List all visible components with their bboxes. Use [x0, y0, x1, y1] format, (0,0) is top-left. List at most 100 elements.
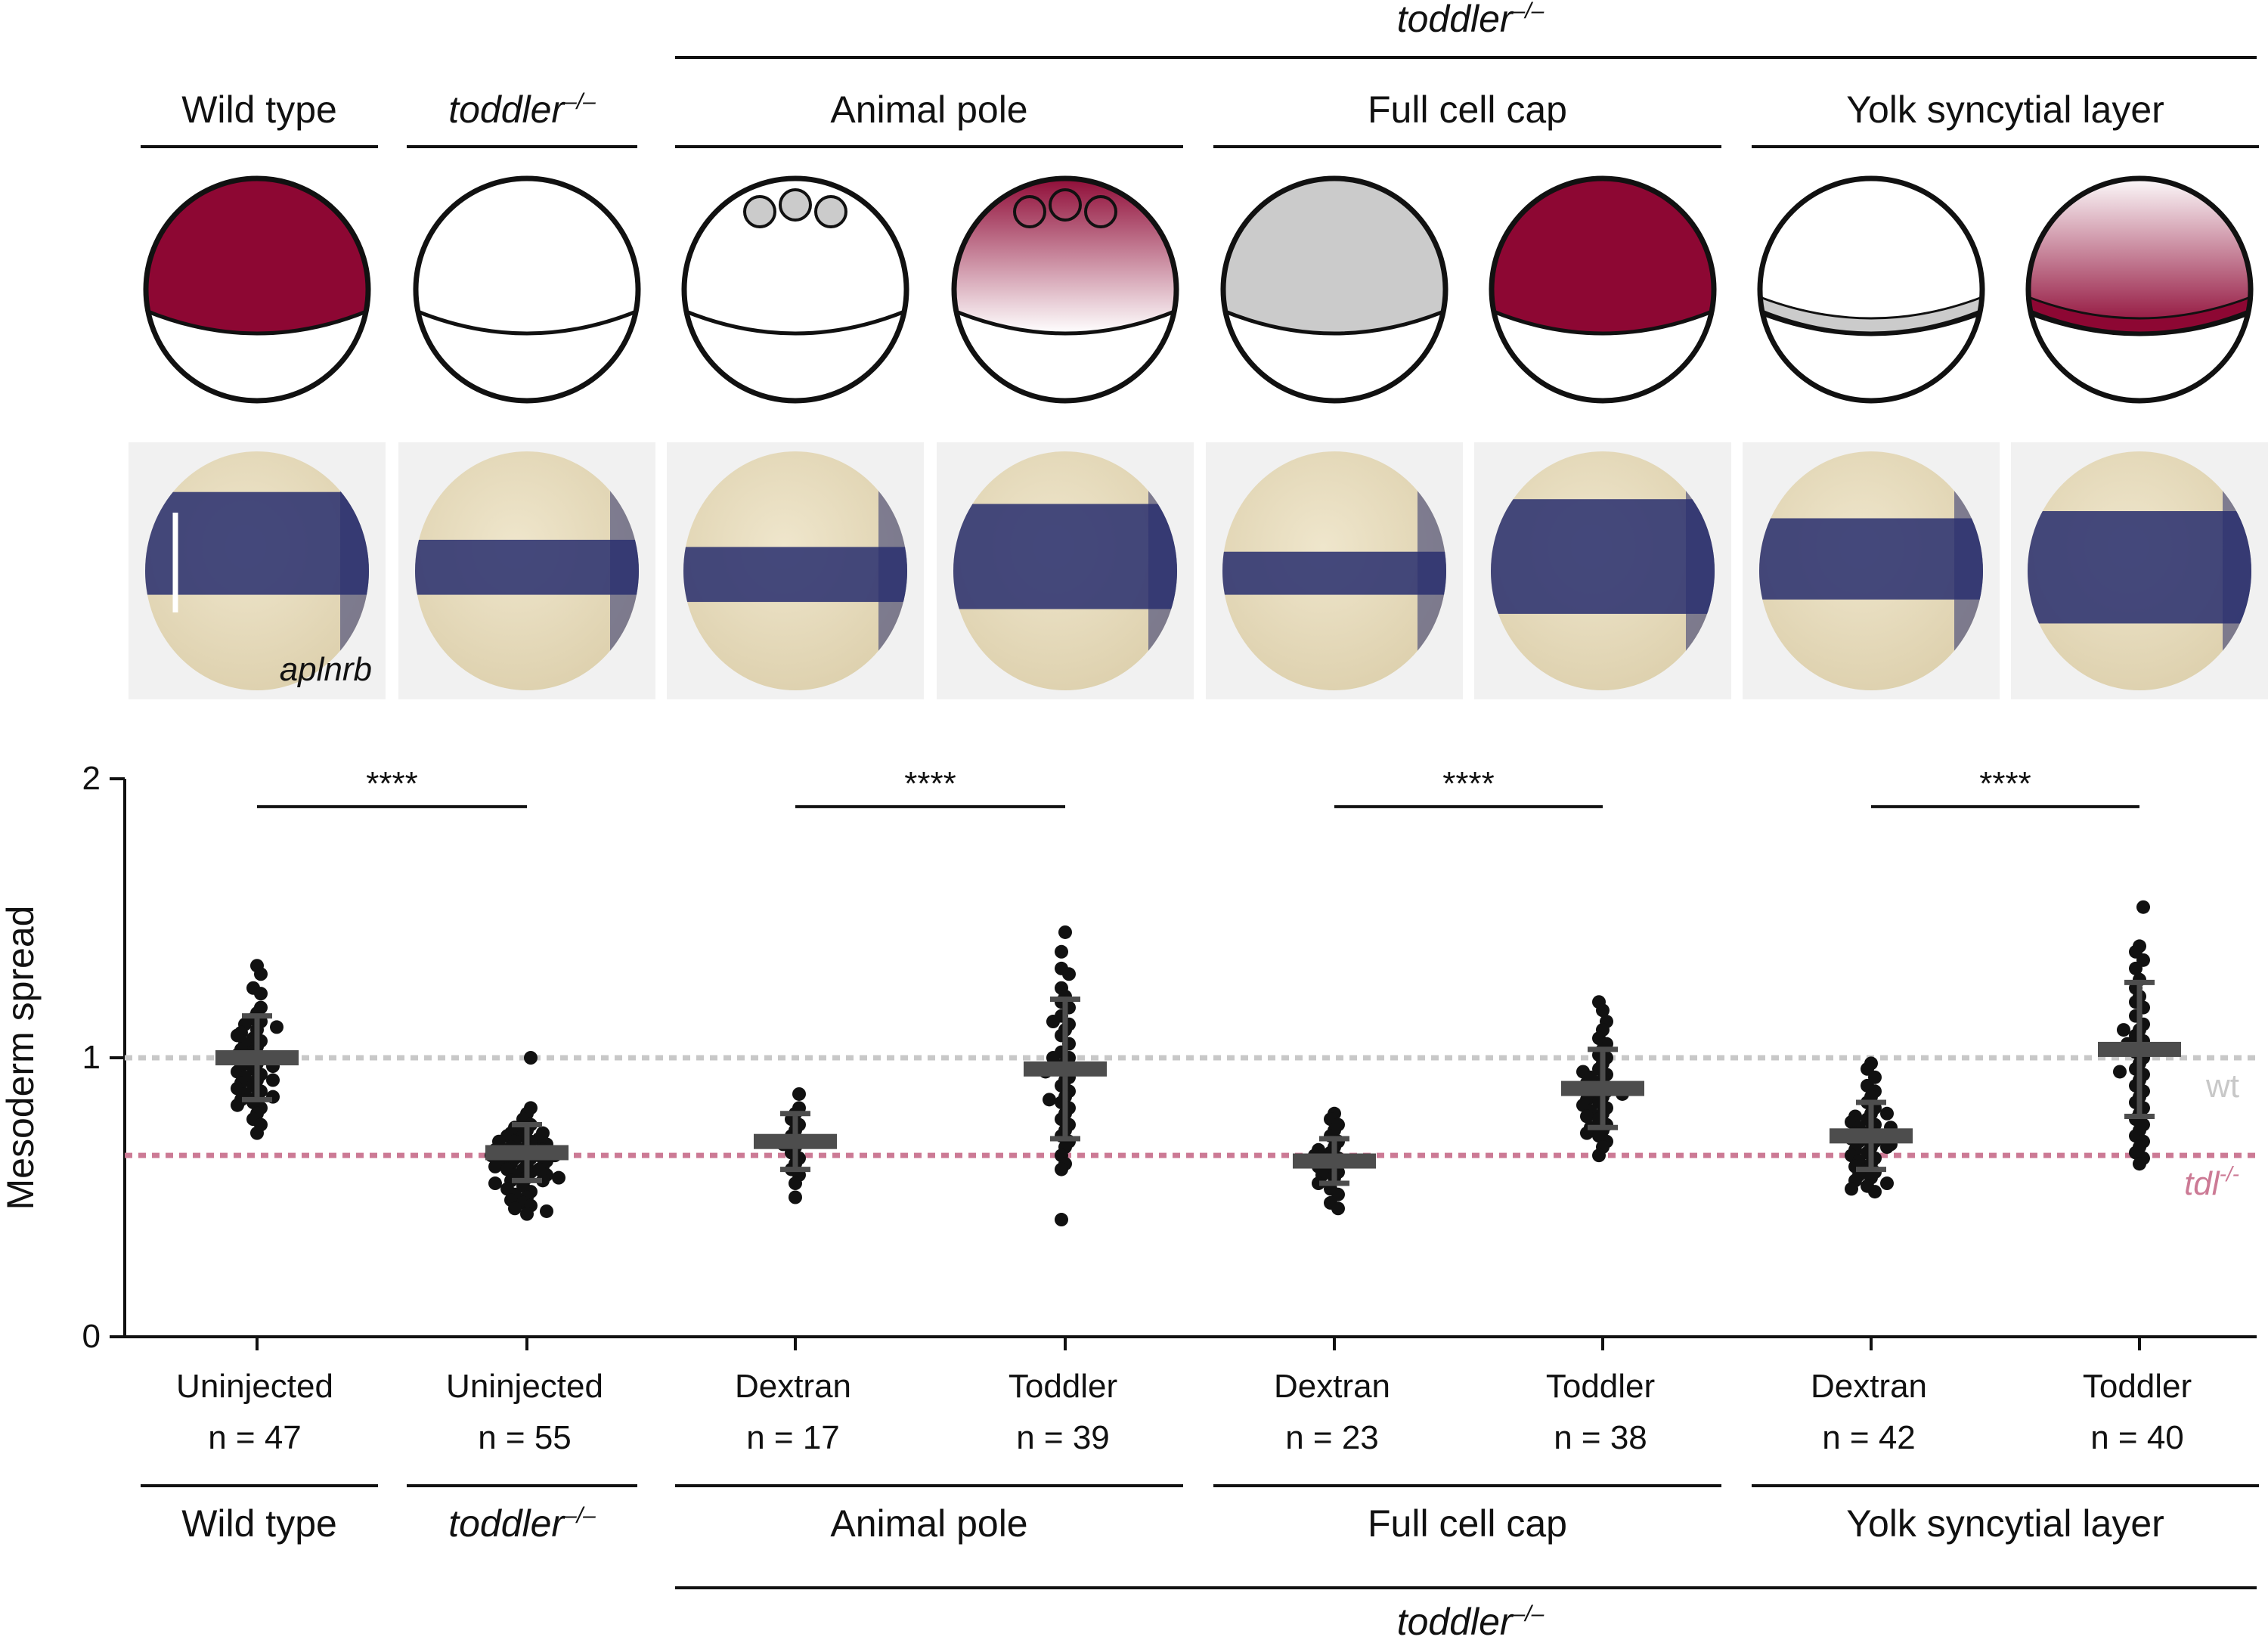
data-point: [254, 987, 268, 1001]
embryo-outline: [413, 175, 641, 404]
data-point: [536, 1173, 550, 1188]
data-point: [492, 1134, 506, 1149]
data-point: [1580, 1109, 1594, 1124]
category-label: Uninjected: [176, 1368, 333, 1405]
blastoderm-fill: [954, 178, 1176, 333]
category-label: Dextran: [1274, 1368, 1390, 1405]
data-point: [1880, 1106, 1894, 1121]
sample-size-label: n = 39: [1016, 1419, 1110, 1456]
stain-band: [1222, 551, 1446, 595]
reference-label-2: tdl-/-: [2184, 1162, 2239, 1202]
embryo-schematic-7: [1757, 175, 1985, 404]
in-situ-photo-2: [398, 442, 655, 699]
data-point: [488, 1159, 502, 1173]
data-point: [540, 1204, 553, 1218]
data-point: [1845, 1182, 1858, 1196]
data-point: [2117, 1023, 2130, 1037]
data-point: [266, 1073, 280, 1087]
mean-bar: [215, 1050, 299, 1065]
embryo-outline: [143, 175, 371, 404]
category-label: Dextran: [735, 1368, 851, 1405]
bottom-group-label-1: Wild type: [181, 1502, 337, 1545]
mean-bar: [1024, 1061, 1107, 1077]
group-8: Toddler n = 40: [2083, 900, 2192, 1456]
stain-band: [415, 539, 639, 595]
data-point: [1312, 1176, 1325, 1191]
data-point: [1055, 1162, 1068, 1176]
data-point: [1055, 1213, 1068, 1227]
blastoderm-fill: [1223, 178, 1445, 333]
data-point: [1055, 944, 1068, 959]
data-point: [1062, 967, 1076, 981]
y-tick-label-0: 0: [82, 1318, 101, 1355]
embryo-outline: [951, 175, 1179, 404]
header-top-label: toddler–/–: [1397, 0, 1545, 40]
stain-band: [953, 504, 1177, 609]
stain-band: [1491, 499, 1715, 614]
sample-size-label: n = 17: [746, 1419, 840, 1456]
embryo-outline: [1757, 175, 1985, 404]
group-label-2: toddler–/–: [448, 88, 596, 131]
in-situ-photo-1: aplnrb: [129, 442, 386, 699]
group-label-1: Wild type: [181, 88, 337, 131]
in-situ-photo-3: [667, 442, 924, 699]
injected-cell-3: [814, 195, 847, 228]
y-axis-label: Mesoderm spread: [0, 906, 42, 1211]
data-point: [2136, 900, 2150, 914]
reference-label-1: wt: [2205, 1068, 2239, 1105]
category-label: Toddler: [1009, 1368, 1117, 1405]
embryo-schematic-4: [951, 175, 1179, 404]
in-situ-photo-6: [1474, 442, 1731, 699]
group-label-3: Animal pole: [830, 88, 1027, 131]
stain-band: [683, 547, 907, 603]
data-point: [1880, 1176, 1894, 1191]
in-situ-photo-5: [1206, 442, 1463, 699]
data-point: [231, 1098, 244, 1112]
group-label-5: Yolk syncytial layer: [1846, 88, 2164, 131]
data-point: [1868, 1185, 1882, 1199]
in-situ-photo-4: [937, 442, 1194, 699]
sample-size-label: n = 23: [1285, 1419, 1379, 1456]
sample-size-label: n = 38: [1554, 1419, 1647, 1456]
embryo-outline: [681, 175, 909, 404]
data-point: [789, 1190, 802, 1204]
embryo-schematic-2: [413, 175, 641, 404]
injected-cell-3: [1084, 195, 1117, 228]
bottom-group-label-2: toddler–/–: [448, 1502, 596, 1545]
group-3: Dextran n = 17: [735, 1087, 851, 1456]
sample-size-label: n = 40: [2090, 1419, 2184, 1456]
data-point: [488, 1176, 502, 1191]
category-label: Toddler: [2083, 1368, 2192, 1405]
injected-cell-2: [779, 188, 812, 222]
data-point: [1331, 1201, 1345, 1216]
mean-bar: [1293, 1153, 1376, 1169]
embryo-outline: [1489, 175, 1717, 404]
bottom-label: toddler–/–: [1397, 1601, 1545, 1643]
bottom-group-label-4: Full cell cap: [1368, 1502, 1567, 1545]
blastoderm-fill: [2028, 178, 2251, 333]
data-point: [508, 1201, 522, 1216]
mean-bar: [485, 1145, 569, 1161]
data-point: [520, 1207, 534, 1221]
embryo-schematic-5: [1220, 175, 1448, 404]
stain-band: [145, 491, 369, 595]
group-4: Toddler n = 39: [1009, 925, 1117, 1456]
mean-bar: [2098, 1041, 2181, 1057]
data-point: [2133, 1157, 2146, 1171]
data-point: [2129, 961, 2143, 975]
in-situ-photo-7: [1743, 442, 2000, 699]
sample-size-label: n = 55: [478, 1419, 572, 1456]
data-point: [524, 1051, 538, 1065]
data-point: [792, 1087, 806, 1101]
dot-plot: 0 1 2 Mesoderm spread wt tdl-/- **** **** **** **…: [0, 760, 2257, 1456]
data-point: [536, 1126, 550, 1140]
data-point: [2113, 1065, 2127, 1079]
bottom-group-label-5: Yolk syncytial layer: [1846, 1502, 2164, 1545]
data-point: [552, 1170, 565, 1185]
blastoderm-fill: [146, 178, 368, 333]
figure-header: toddler–/–: [675, 0, 2257, 59]
significance-label-2: ****: [904, 765, 956, 802]
data-point: [789, 1176, 802, 1191]
sample-size-label: n = 47: [208, 1419, 302, 1456]
